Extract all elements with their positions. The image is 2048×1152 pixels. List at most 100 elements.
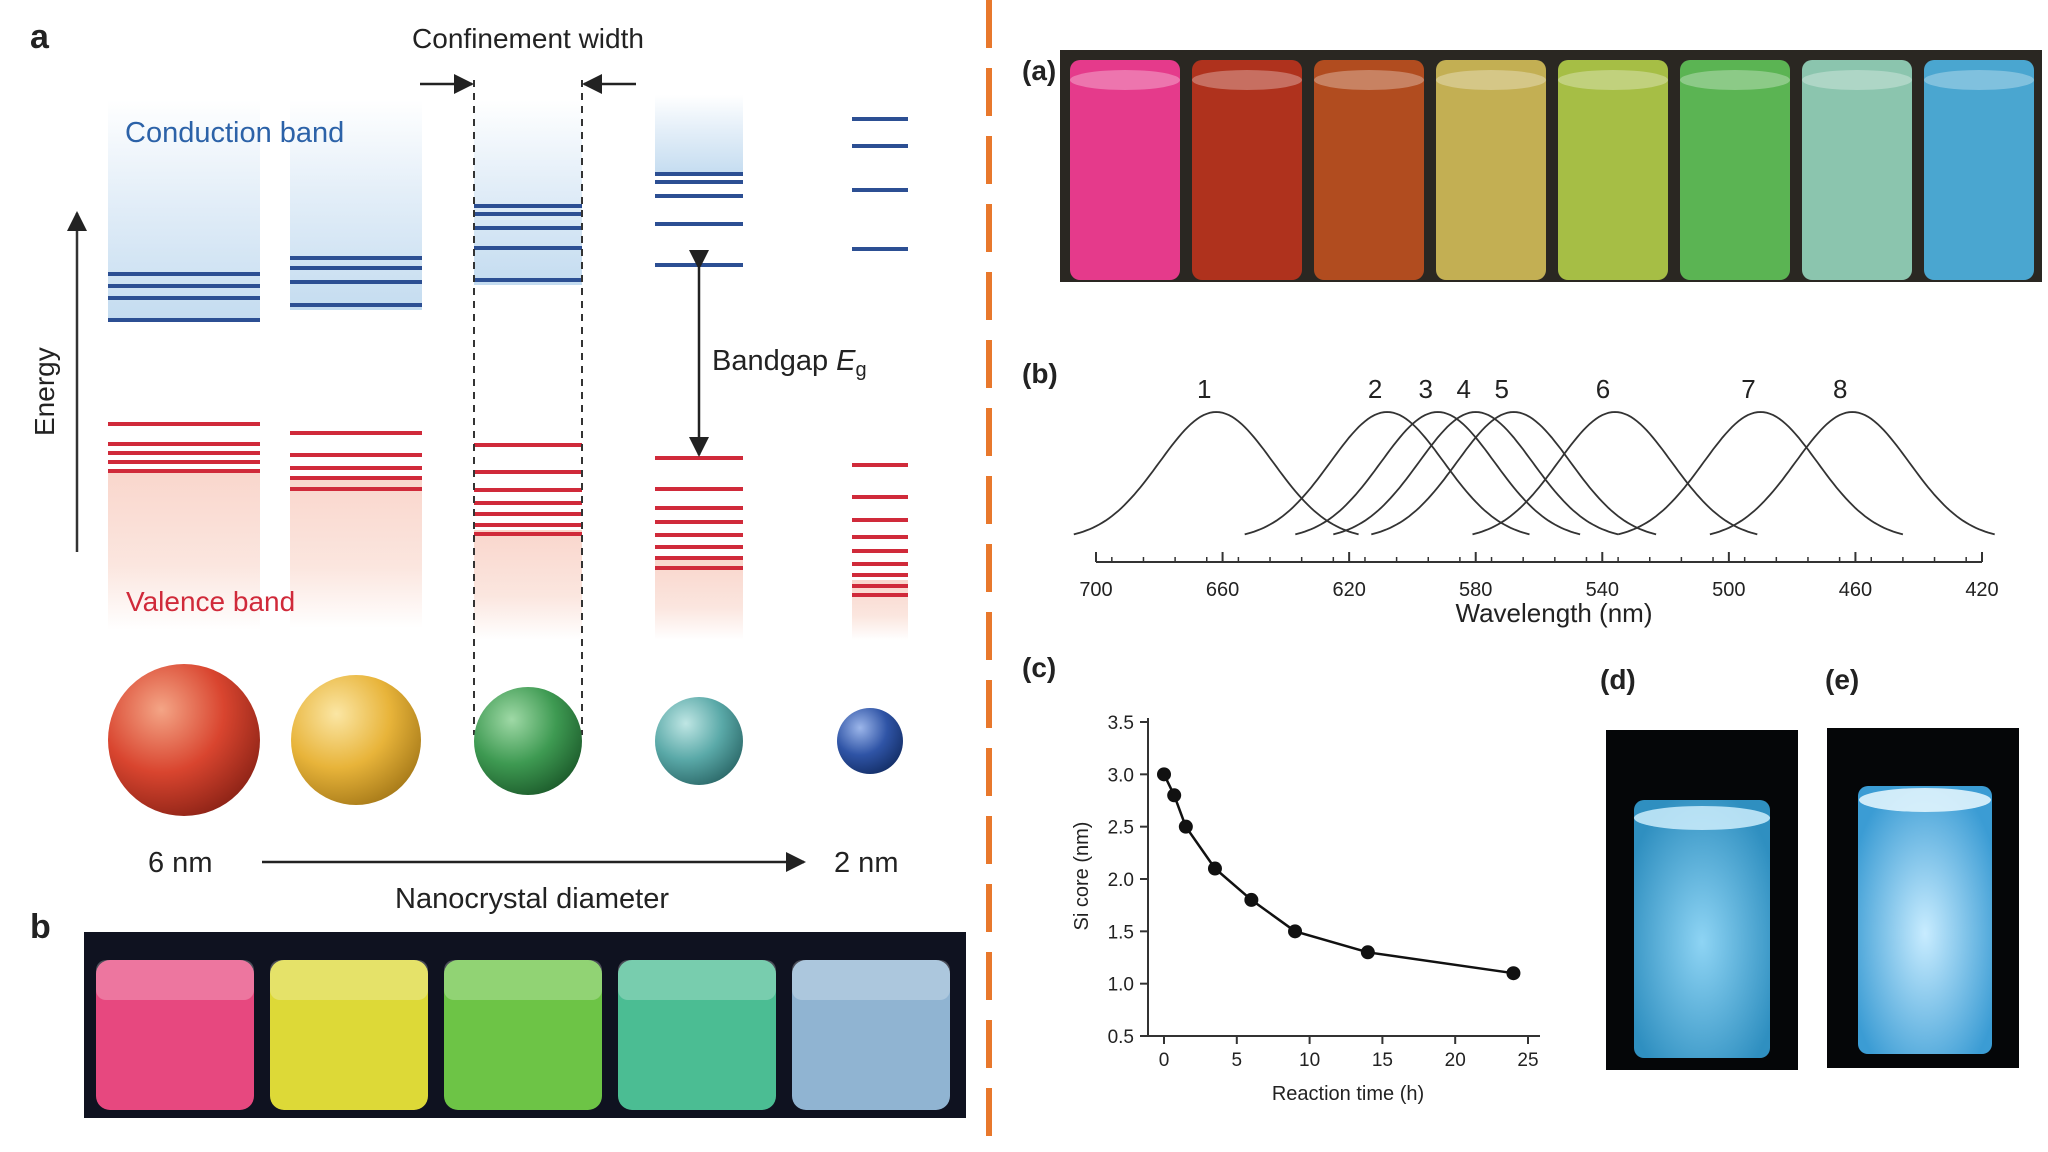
spectra-tick-label: 540 xyxy=(1586,579,1619,601)
data-point xyxy=(1506,966,1521,981)
band-diagram xyxy=(108,95,908,640)
left-panel-a-label: a xyxy=(30,18,50,56)
valence-region-1 xyxy=(108,470,260,630)
y-tick-label: 3.0 xyxy=(1108,765,1134,786)
spectra-tick-label: 460 xyxy=(1839,579,1872,601)
right-vial xyxy=(1680,60,1790,280)
y-tick-label: 2.0 xyxy=(1108,870,1134,891)
left-vial xyxy=(444,960,602,1110)
x-tick-label: 5 xyxy=(1232,1050,1243,1071)
si-core-y-label: Si core (nm) xyxy=(1071,822,1093,931)
photo-e xyxy=(1827,728,2019,1068)
right-panel-b-label: (b) xyxy=(1022,358,1058,389)
left-vial-photo xyxy=(84,932,966,1118)
spectra-tick-label: 580 xyxy=(1459,579,1492,601)
data-point xyxy=(1207,861,1222,876)
right-panel-d-label: (d) xyxy=(1600,664,1636,695)
si-core-points xyxy=(1157,767,1521,981)
spectrum-curve xyxy=(1333,411,1619,536)
left-vial xyxy=(96,960,254,1110)
spectrum-curve xyxy=(1073,411,1359,536)
confinement-guides xyxy=(473,80,583,735)
right-vial xyxy=(1436,60,1546,280)
spectrum-peak-label: 4 xyxy=(1456,374,1470,404)
spectrum-curve xyxy=(1472,411,1758,536)
y-tick-label: 0.5 xyxy=(1108,1027,1134,1048)
valence-region-2 xyxy=(290,478,422,628)
right-vial-photo xyxy=(1060,50,2042,282)
right-panel-a-label: (a) xyxy=(1022,55,1056,86)
right-vial xyxy=(1070,60,1180,280)
right-vials xyxy=(1070,60,2034,280)
x-tick-label: 10 xyxy=(1299,1050,1320,1071)
conduction-band-label: Conduction band xyxy=(125,117,344,149)
right-panel-c-label: (c) xyxy=(1022,652,1056,683)
conduction-region-1 xyxy=(108,100,260,320)
spectrum-curve xyxy=(1244,411,1530,536)
nanocrystal-2nm xyxy=(837,708,903,774)
nanocrystal-3nm xyxy=(655,697,743,785)
spectrum-curve xyxy=(1709,411,1995,536)
si-core-x-label: Reaction time (h) xyxy=(1272,1083,1424,1105)
right-vial xyxy=(1558,60,1668,280)
valence-band-label: Valence band xyxy=(126,586,295,617)
spectrum-peak-label: 2 xyxy=(1368,374,1382,404)
bandgap-symbol: E xyxy=(836,345,856,377)
valence-region-5 xyxy=(852,580,908,640)
y-tick-label: 1.5 xyxy=(1108,922,1134,943)
spectrum-curve xyxy=(1617,411,1904,536)
vial-d-meniscus xyxy=(1634,806,1770,830)
size-label-small: 2 nm xyxy=(834,847,898,879)
left-vial xyxy=(792,960,950,1110)
bandgap-text: Bandgap xyxy=(712,345,836,377)
spectra-tick-label: 420 xyxy=(1965,579,1998,601)
spectra-ticks: 700 660 620 580 540 500 460 420 xyxy=(1079,552,1999,601)
right-vial xyxy=(1314,60,1424,280)
left-panel-b-label: b xyxy=(30,908,51,946)
data-point xyxy=(1244,892,1259,907)
diameter-label: Nanocrystal diameter xyxy=(395,883,669,915)
right-vial xyxy=(1802,60,1912,280)
x-tick-label: 15 xyxy=(1372,1050,1393,1071)
left-vial xyxy=(618,960,776,1110)
conduction-levels xyxy=(108,117,908,322)
nanocrystal-4nm xyxy=(474,687,582,795)
data-point xyxy=(1167,788,1182,803)
data-point xyxy=(1288,924,1303,939)
nanocrystal-spheres xyxy=(108,664,903,816)
si-core-chart: 0 5 10 15 20 25 0.5 1.0 1.5 2.0 2.5 3.0 3.5 Reaction… xyxy=(1071,713,1540,1105)
vial-d-glass xyxy=(1634,800,1770,1058)
spectra-tick-label: 500 xyxy=(1712,579,1745,601)
bandgap-label: Bandgap Eg xyxy=(712,345,867,381)
right-panel-e-label: (e) xyxy=(1825,664,1859,695)
left-vials xyxy=(96,960,950,1110)
valence-region-4 xyxy=(655,560,743,640)
x-tick-label: 0 xyxy=(1159,1050,1170,1071)
valence-levels xyxy=(108,422,908,597)
spectra-x-label: Wavelength (nm) xyxy=(1456,598,1653,628)
conduction-region-2 xyxy=(290,100,422,310)
conduction-region-3 xyxy=(474,100,582,285)
data-point xyxy=(1178,819,1193,834)
spectra-tick-label: 660 xyxy=(1206,579,1239,601)
spectrum-peak-label: 7 xyxy=(1741,374,1755,404)
data-point xyxy=(1157,767,1171,782)
right-vial xyxy=(1192,60,1302,280)
bandgap-subscript: g xyxy=(856,359,867,381)
y-tick-label: 3.5 xyxy=(1108,713,1134,734)
photo-d xyxy=(1606,730,1798,1070)
valence-region-3 xyxy=(474,530,582,640)
x-tick-label: 25 xyxy=(1517,1050,1538,1071)
size-label-large: 6 nm xyxy=(148,847,212,879)
si-core-ticks: 0 5 10 15 20 25 0.5 1.0 1.5 2.0 2.5 3.0 3.5 xyxy=(1108,713,1539,1071)
spectrum-curve xyxy=(1295,411,1581,536)
confinement-label: Confinement width xyxy=(412,23,644,54)
data-point xyxy=(1360,945,1375,960)
left-vial xyxy=(270,960,428,1110)
spectra-tick-label: 700 xyxy=(1079,579,1112,601)
right-vial xyxy=(1924,60,2034,280)
energy-axis-label: Energy xyxy=(29,347,60,436)
nanocrystal-6nm xyxy=(108,664,260,816)
